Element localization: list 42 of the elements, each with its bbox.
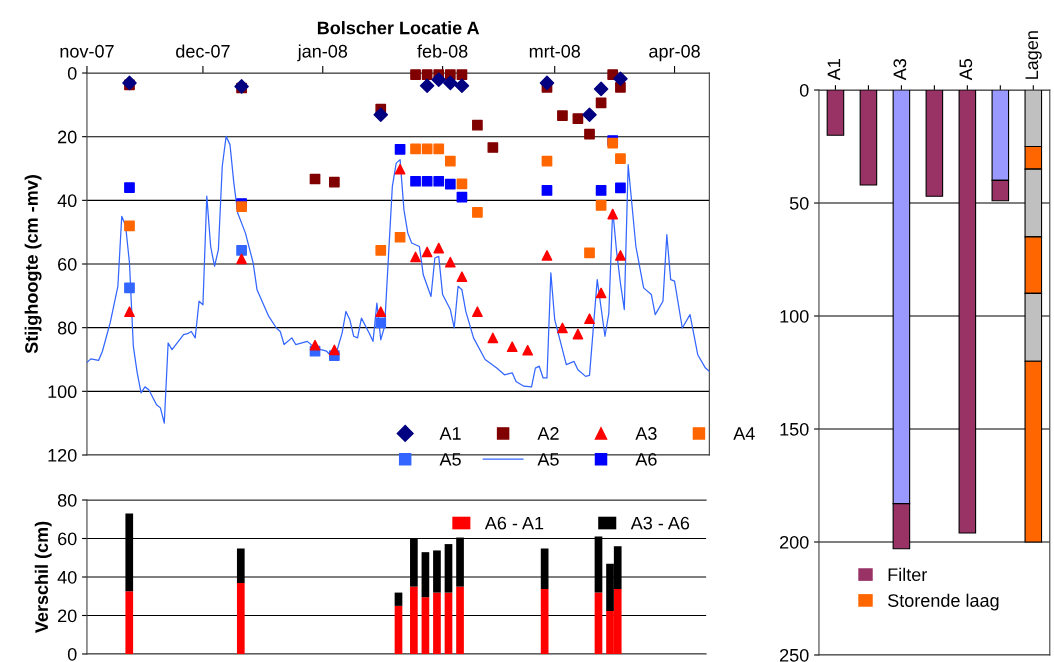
y-tick-label: 80 — [57, 321, 77, 335]
x-tick-label: A3 — [893, 59, 907, 81]
legend-label: A3 — [635, 427, 657, 440]
y-tick-label: 0 — [67, 66, 77, 80]
y-axis-title: Stijghoogte (cm -mv) — [24, 175, 42, 354]
x-tick-label: nov-07 — [60, 44, 114, 58]
y-tick-label: 60 — [58, 532, 77, 546]
y-tick-label: 50 — [789, 196, 809, 210]
x-tick-label: A1 — [827, 59, 841, 81]
y-tick-label: 80 — [57, 493, 77, 507]
legend-label: A5 — [537, 453, 559, 466]
y-tick-label: 250 — [780, 648, 809, 662]
y-tick-label: 20 — [58, 609, 77, 623]
y-tick-label: 150 — [780, 422, 809, 436]
y-tick-label: 20 — [58, 130, 77, 144]
y-tick-label: 40 — [57, 194, 77, 208]
y-axis-title: Verschil (cm) — [34, 521, 52, 634]
x-tick-label: mrt-08 — [529, 44, 581, 58]
legend-label: A2 — [537, 427, 559, 440]
chart-title: Bolscher Locatie A — [317, 21, 480, 35]
legend-label: Storende laag — [888, 593, 999, 611]
legend-label: A1 — [439, 427, 461, 440]
legend-label: A3 - A6 — [630, 516, 690, 530]
y-tick-label: 100 — [48, 385, 77, 399]
y-tick-label: 60 — [58, 257, 77, 271]
x-tick-label: Lagen — [1025, 31, 1042, 79]
y-tick-label: 0 — [67, 647, 77, 661]
legend-label: A6 - A1 — [484, 516, 544, 530]
x-tick-label: dec-07 — [176, 44, 230, 58]
x-tick-label: apr-08 — [649, 44, 700, 62]
x-tick-label: A5 — [959, 58, 973, 81]
y-tick-label: 120 — [48, 448, 77, 462]
legend-label: A4 — [733, 427, 755, 440]
y-tick-label: 40 — [57, 570, 77, 584]
y-tick-label: 100 — [780, 309, 809, 323]
legend-label: A6 — [635, 452, 657, 466]
legend-label: Filter — [888, 567, 927, 582]
legend-label: A5 — [439, 453, 461, 466]
x-tick-label: jan-08 — [297, 44, 348, 62]
x-tick-label: feb-08 — [417, 44, 468, 58]
y-tick-label: 200 — [780, 535, 809, 549]
y-tick-label: 0 — [799, 83, 809, 97]
